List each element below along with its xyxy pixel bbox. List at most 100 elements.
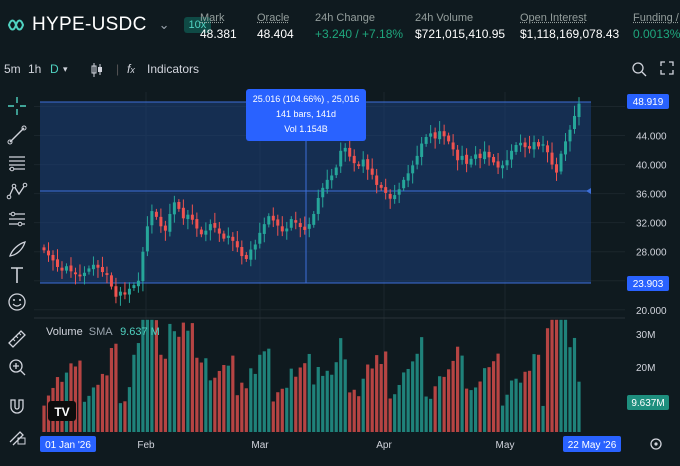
candle-body <box>469 158 473 165</box>
candle-body <box>267 216 271 225</box>
candle-body <box>510 150 514 160</box>
volume-bar <box>357 396 361 432</box>
stat-mark[interactable]: Mark 48.381 <box>200 12 237 41</box>
time-label-end-text: 22 May '26 <box>568 440 617 451</box>
candle <box>132 282 136 291</box>
candle-body <box>163 225 167 231</box>
volume-bar <box>298 367 302 432</box>
candle-body <box>231 236 235 241</box>
volume-bar <box>316 366 320 432</box>
zoom-in-icon[interactable] <box>6 356 28 378</box>
candle <box>60 261 64 279</box>
candle <box>420 137 424 166</box>
volume-bar <box>289 368 293 432</box>
volume-bar <box>491 361 496 432</box>
volume-bar <box>429 398 433 432</box>
price-tick: 44.000 <box>636 132 667 143</box>
candle-body <box>51 254 55 261</box>
volume-bar <box>321 375 325 432</box>
leverage-badge[interactable]: 10x <box>183 17 212 33</box>
volume-bar <box>73 366 78 432</box>
stat-24h-volume: 24h Volume $721,015,410.95 <box>415 12 505 41</box>
candle <box>483 141 487 164</box>
magnet-icon[interactable] <box>6 396 28 418</box>
volume-bar <box>572 337 577 432</box>
search-zoom-icon[interactable] <box>631 61 647 77</box>
pattern-icon[interactable] <box>6 180 28 202</box>
function-icon[interactable]: fx <box>127 62 135 76</box>
candle <box>46 242 50 262</box>
candlestick-series[interactable] <box>42 97 581 306</box>
time-label-start <box>40 436 96 452</box>
candle <box>55 249 59 272</box>
candle-body <box>528 146 532 149</box>
volume-bar <box>550 319 554 432</box>
volume-tick-30m: 30M <box>636 330 655 341</box>
projection-icon[interactable] <box>6 208 28 230</box>
candle <box>249 241 253 267</box>
candle <box>357 161 361 169</box>
indicators-button[interactable]: Indicators <box>147 62 200 76</box>
volume-bar <box>496 353 500 432</box>
volume-bar <box>226 365 230 432</box>
volume-bar <box>294 376 298 432</box>
crosshair-icon[interactable] <box>6 95 28 117</box>
candle <box>555 157 559 181</box>
candle <box>213 212 217 233</box>
candle <box>456 144 460 171</box>
stat-funding[interactable]: Funding / 0.0013% <box>633 12 680 41</box>
volume-series[interactable] <box>42 319 581 432</box>
candle <box>217 221 221 242</box>
candle <box>150 204 154 234</box>
emoji-icon[interactable] <box>6 291 28 313</box>
candle-body <box>199 229 203 235</box>
trendline-icon[interactable] <box>6 124 28 146</box>
candle <box>343 143 347 162</box>
price-axis-ticks: 44.000 40.000 36.000 32.000 28.000 20.000 <box>636 132 667 317</box>
candle-body <box>114 286 118 297</box>
interval-1h[interactable]: 1h <box>28 62 42 76</box>
text-icon[interactable] <box>6 264 28 286</box>
candle <box>492 154 496 166</box>
pair-name: HYPE-USDC <box>32 14 147 35</box>
fullscreen-icon[interactable] <box>660 61 674 75</box>
stat-label: 24h Change <box>315 12 375 24</box>
candle-body <box>235 241 239 248</box>
candle-body <box>384 187 388 193</box>
volume-bar <box>280 388 284 432</box>
lock-draw-icon[interactable] <box>6 424 28 446</box>
stat-open-interest[interactable]: Open Interest $1,118,169,078.43 <box>520 12 619 41</box>
volume-bar <box>141 319 145 432</box>
fib-icon[interactable] <box>6 152 28 174</box>
volume-bar <box>249 368 253 432</box>
volume-bar <box>312 384 316 432</box>
interval-dropdown-icon[interactable]: ▾ <box>63 64 68 74</box>
stat-value: 48.404 <box>257 27 294 41</box>
interval-5m[interactable]: 5m <box>4 62 21 76</box>
candle <box>163 220 167 241</box>
pair-selector[interactable]: HYPE-USDC ⌄ 10x <box>8 14 212 36</box>
candle-body <box>532 142 536 150</box>
candle <box>330 168 334 189</box>
volume-bar <box>397 384 401 432</box>
price-axis[interactable] <box>625 92 680 432</box>
candle-type-icon[interactable] <box>90 62 104 78</box>
volume-bar <box>190 323 194 432</box>
candle-body <box>334 167 338 176</box>
brush-icon[interactable] <box>6 238 28 260</box>
volume-bar <box>433 386 437 432</box>
candle-body <box>424 137 428 144</box>
candle-body <box>447 135 451 142</box>
volume-bar <box>366 364 370 432</box>
candle-body <box>64 266 68 271</box>
stat-value: $721,015,410.95 <box>415 27 506 41</box>
candle <box>487 145 491 166</box>
stat-oracle[interactable]: Oracle 48.404 <box>257 12 294 41</box>
chevron-down-icon[interactable]: ⌄ <box>158 17 170 32</box>
volume-bar <box>163 358 167 432</box>
ruler-icon[interactable] <box>6 328 28 350</box>
interval-d[interactable]: D <box>50 62 59 76</box>
settings-gear-icon[interactable] <box>650 438 662 450</box>
candle-body <box>46 250 50 256</box>
